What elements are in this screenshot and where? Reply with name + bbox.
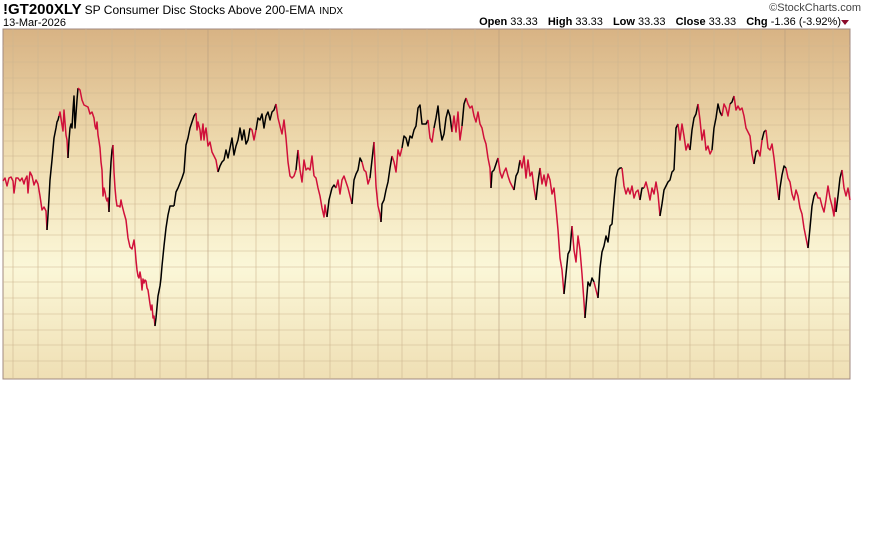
close-value: 33.33 (708, 16, 737, 28)
main-grid (3, 29, 850, 379)
chg-label: Chg (746, 16, 768, 28)
chg-value: -1.36 (-3.92%) (770, 16, 841, 28)
high-label: High (547, 16, 573, 28)
open-label: Open (479, 16, 508, 28)
open-value: 33.33 (510, 16, 538, 28)
chart-date: 13-Mar-2026 (3, 17, 66, 29)
low-value: 33.33 (638, 16, 666, 28)
low-label: Low (612, 16, 635, 28)
brand-watermark: ©StockCharts.com (769, 2, 861, 14)
symbol: !GT200XLY (3, 1, 82, 18)
gt200xly-line (2, 87, 851, 327)
exchange: INDX (319, 6, 344, 17)
ohlc-summary: Open 33.33 High 33.33 Low 33.33 Close 33… (479, 16, 841, 28)
high-value: 33.33 (575, 16, 603, 28)
symbol-description: SP Consumer Disc Stocks Above 200-EMA (84, 3, 316, 17)
down-arrow-icon (841, 20, 849, 25)
close-label: Close (675, 16, 706, 28)
main-panel (2, 28, 851, 380)
chart-title: !GT200XLY SP Consumer Disc Stocks Above 2… (3, 1, 343, 18)
